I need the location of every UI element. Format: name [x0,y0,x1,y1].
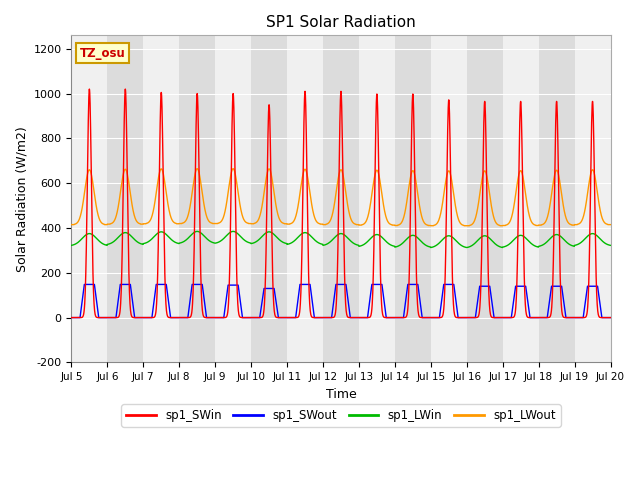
sp1_SWin [129,314,137,320]
sp1_LWout [275,213,282,218]
sp1_SWout [129,302,137,308]
Line: sp1_SWin: sp1_SWin [72,89,611,318]
Bar [395,36,431,362]
sp1_SWin [298,264,305,270]
sp1_LWout [596,207,604,213]
X-axis label: Time: Time [326,388,356,401]
sp1_LWout [298,179,305,185]
Bar [539,36,575,362]
sp1_LWout [129,206,137,212]
Legend: sp1_SWin, sp1_SWout, sp1_LWin, sp1_LWout: sp1_SWin, sp1_SWout, sp1_LWin, sp1_LWout [122,404,561,427]
sp1_SWout [161,282,169,288]
sp1_SWout [298,282,305,288]
Line: sp1_LWout: sp1_LWout [72,168,611,226]
sp1_LWin [596,236,604,242]
sp1_SWin [161,278,169,284]
sp1_SWin [86,86,93,92]
sp1_LWout [538,222,546,228]
sp1_LWin [193,228,201,234]
sp1_LWin [161,230,169,236]
sp1_SWin [607,315,614,321]
Bar [251,36,287,362]
sp1_LWin [427,245,435,251]
Line: sp1_SWout: sp1_SWout [72,285,611,318]
Y-axis label: Solar Radiation (W/m2): Solar Radiation (W/m2) [15,126,28,272]
sp1_SWin [538,315,546,321]
sp1_SWin [275,315,282,321]
Title: SP1 Solar Radiation: SP1 Solar Radiation [266,15,416,30]
sp1_LWin [275,236,282,241]
Bar [108,36,143,362]
sp1_LWout [68,222,76,228]
Text: TZ_osu: TZ_osu [79,47,125,60]
sp1_LWin [298,231,305,237]
sp1_SWout [275,313,282,319]
sp1_SWin [596,314,604,320]
sp1_LWout [161,180,169,186]
Bar [323,36,359,362]
sp1_SWout [68,315,76,321]
Line: sp1_LWin: sp1_LWin [72,231,611,248]
sp1_LWin [538,242,546,248]
sp1_SWout [596,300,604,306]
sp1_SWin [68,315,76,321]
sp1_SWout [81,282,88,288]
sp1_LWout [193,166,201,171]
sp1_SWout [607,315,614,321]
sp1_LWin [68,242,76,248]
sp1_LWin [607,242,614,248]
Bar [467,36,502,362]
sp1_LWin [129,235,137,240]
Bar [179,36,215,362]
sp1_SWout [538,315,546,321]
sp1_LWout [607,222,614,228]
sp1_LWout [427,223,435,228]
